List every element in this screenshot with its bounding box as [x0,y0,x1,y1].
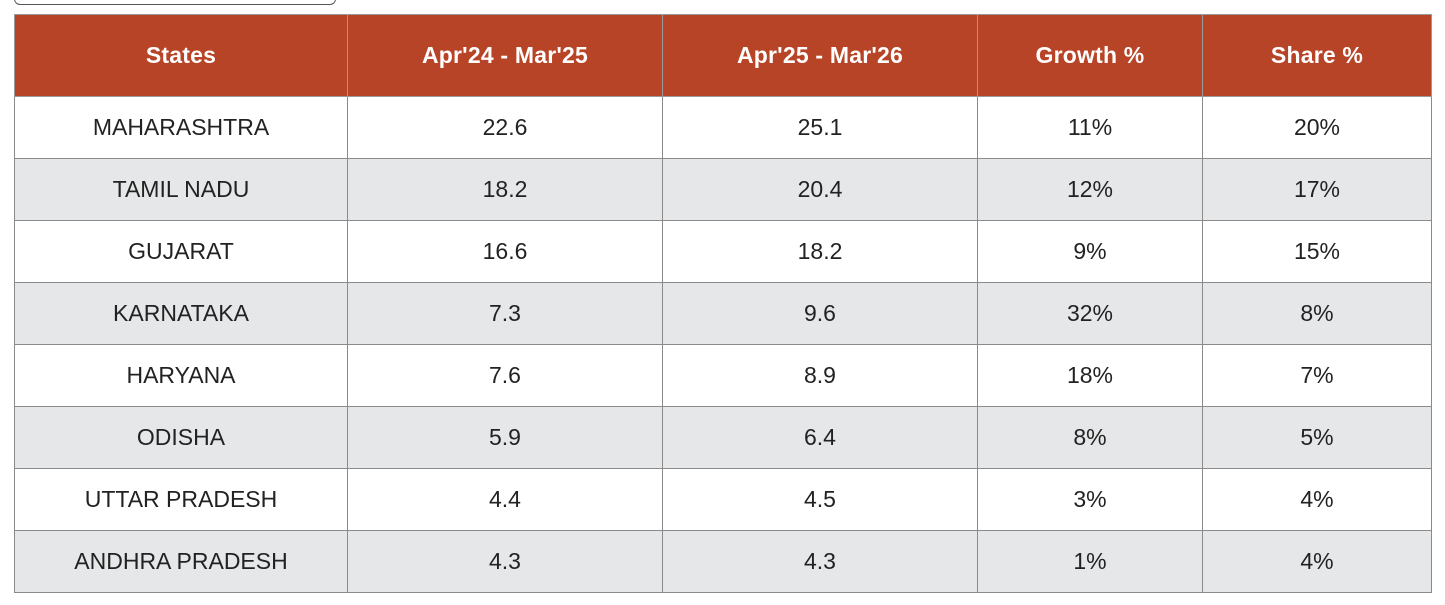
header-row: States Apr'24 - Mar'25 Apr'25 - Mar'26 G… [14,14,1432,97]
cell-apr24-mar25: 4.4 [347,468,663,531]
cell-apr24-mar25: 18.2 [347,158,663,221]
cell-state: GUJARAT [14,220,348,283]
column-header-states: States [14,14,348,97]
cell-state: TAMIL NADU [14,158,348,221]
cell-apr25-mar26: 18.2 [662,220,978,283]
table-row: GUJARAT 16.6 18.2 9% 15% [14,220,1432,283]
cell-state: HARYANA [14,344,348,407]
cell-state: KARNATAKA [14,282,348,345]
cell-apr24-mar25: 7.3 [347,282,663,345]
column-header-share: Share % [1202,14,1432,97]
cell-apr25-mar26: 4.5 [662,468,978,531]
cell-apr25-mar26: 4.3 [662,530,978,593]
table-row: HARYANA 7.6 8.9 18% 7% [14,344,1432,407]
cell-state: MAHARASHTRA [14,96,348,159]
cell-apr24-mar25: 16.6 [347,220,663,283]
cell-growth: 32% [977,282,1203,345]
cell-apr24-mar25: 4.3 [347,530,663,593]
cell-apr24-mar25: 22.6 [347,96,663,159]
table-row: TAMIL NADU 18.2 20.4 12% 17% [14,158,1432,221]
column-header-apr24-mar25: Apr'24 - Mar'25 [347,14,663,97]
cell-growth: 18% [977,344,1203,407]
cell-share: 4% [1202,530,1432,593]
cell-apr25-mar26: 8.9 [662,344,978,407]
table-row: ANDHRA PRADESH 4.3 4.3 1% 4% [14,530,1432,593]
cell-apr25-mar26: 25.1 [662,96,978,159]
cell-apr24-mar25: 5.9 [347,406,663,469]
clipped-caption-bracket [14,0,336,5]
cell-apr25-mar26: 9.6 [662,282,978,345]
cell-share: 5% [1202,406,1432,469]
cell-growth: 9% [977,220,1203,283]
table-row: KARNATAKA 7.3 9.6 32% 8% [14,282,1432,345]
cell-state: UTTAR PRADESH [14,468,348,531]
cell-growth: 1% [977,530,1203,593]
cell-growth: 8% [977,406,1203,469]
cell-apr25-mar26: 6.4 [662,406,978,469]
cell-growth: 11% [977,96,1203,159]
cell-state: ODISHA [14,406,348,469]
cell-growth: 12% [977,158,1203,221]
cell-state: ANDHRA PRADESH [14,530,348,593]
cell-share: 20% [1202,96,1432,159]
table-row: ODISHA 5.9 6.4 8% 5% [14,406,1432,469]
states-data-table: States Apr'24 - Mar'25 Apr'25 - Mar'26 G… [14,14,1432,593]
cell-share: 17% [1202,158,1432,221]
cell-apr24-mar25: 7.6 [347,344,663,407]
cell-share: 4% [1202,468,1432,531]
column-header-growth: Growth % [977,14,1203,97]
table-row: UTTAR PRADESH 4.4 4.5 3% 4% [14,468,1432,531]
cell-share: 15% [1202,220,1432,283]
table-row: MAHARASHTRA 22.6 25.1 11% 20% [14,96,1432,159]
cell-share: 7% [1202,344,1432,407]
column-header-apr25-mar26: Apr'25 - Mar'26 [662,14,978,97]
cell-apr25-mar26: 20.4 [662,158,978,221]
cell-share: 8% [1202,282,1432,345]
cell-growth: 3% [977,468,1203,531]
